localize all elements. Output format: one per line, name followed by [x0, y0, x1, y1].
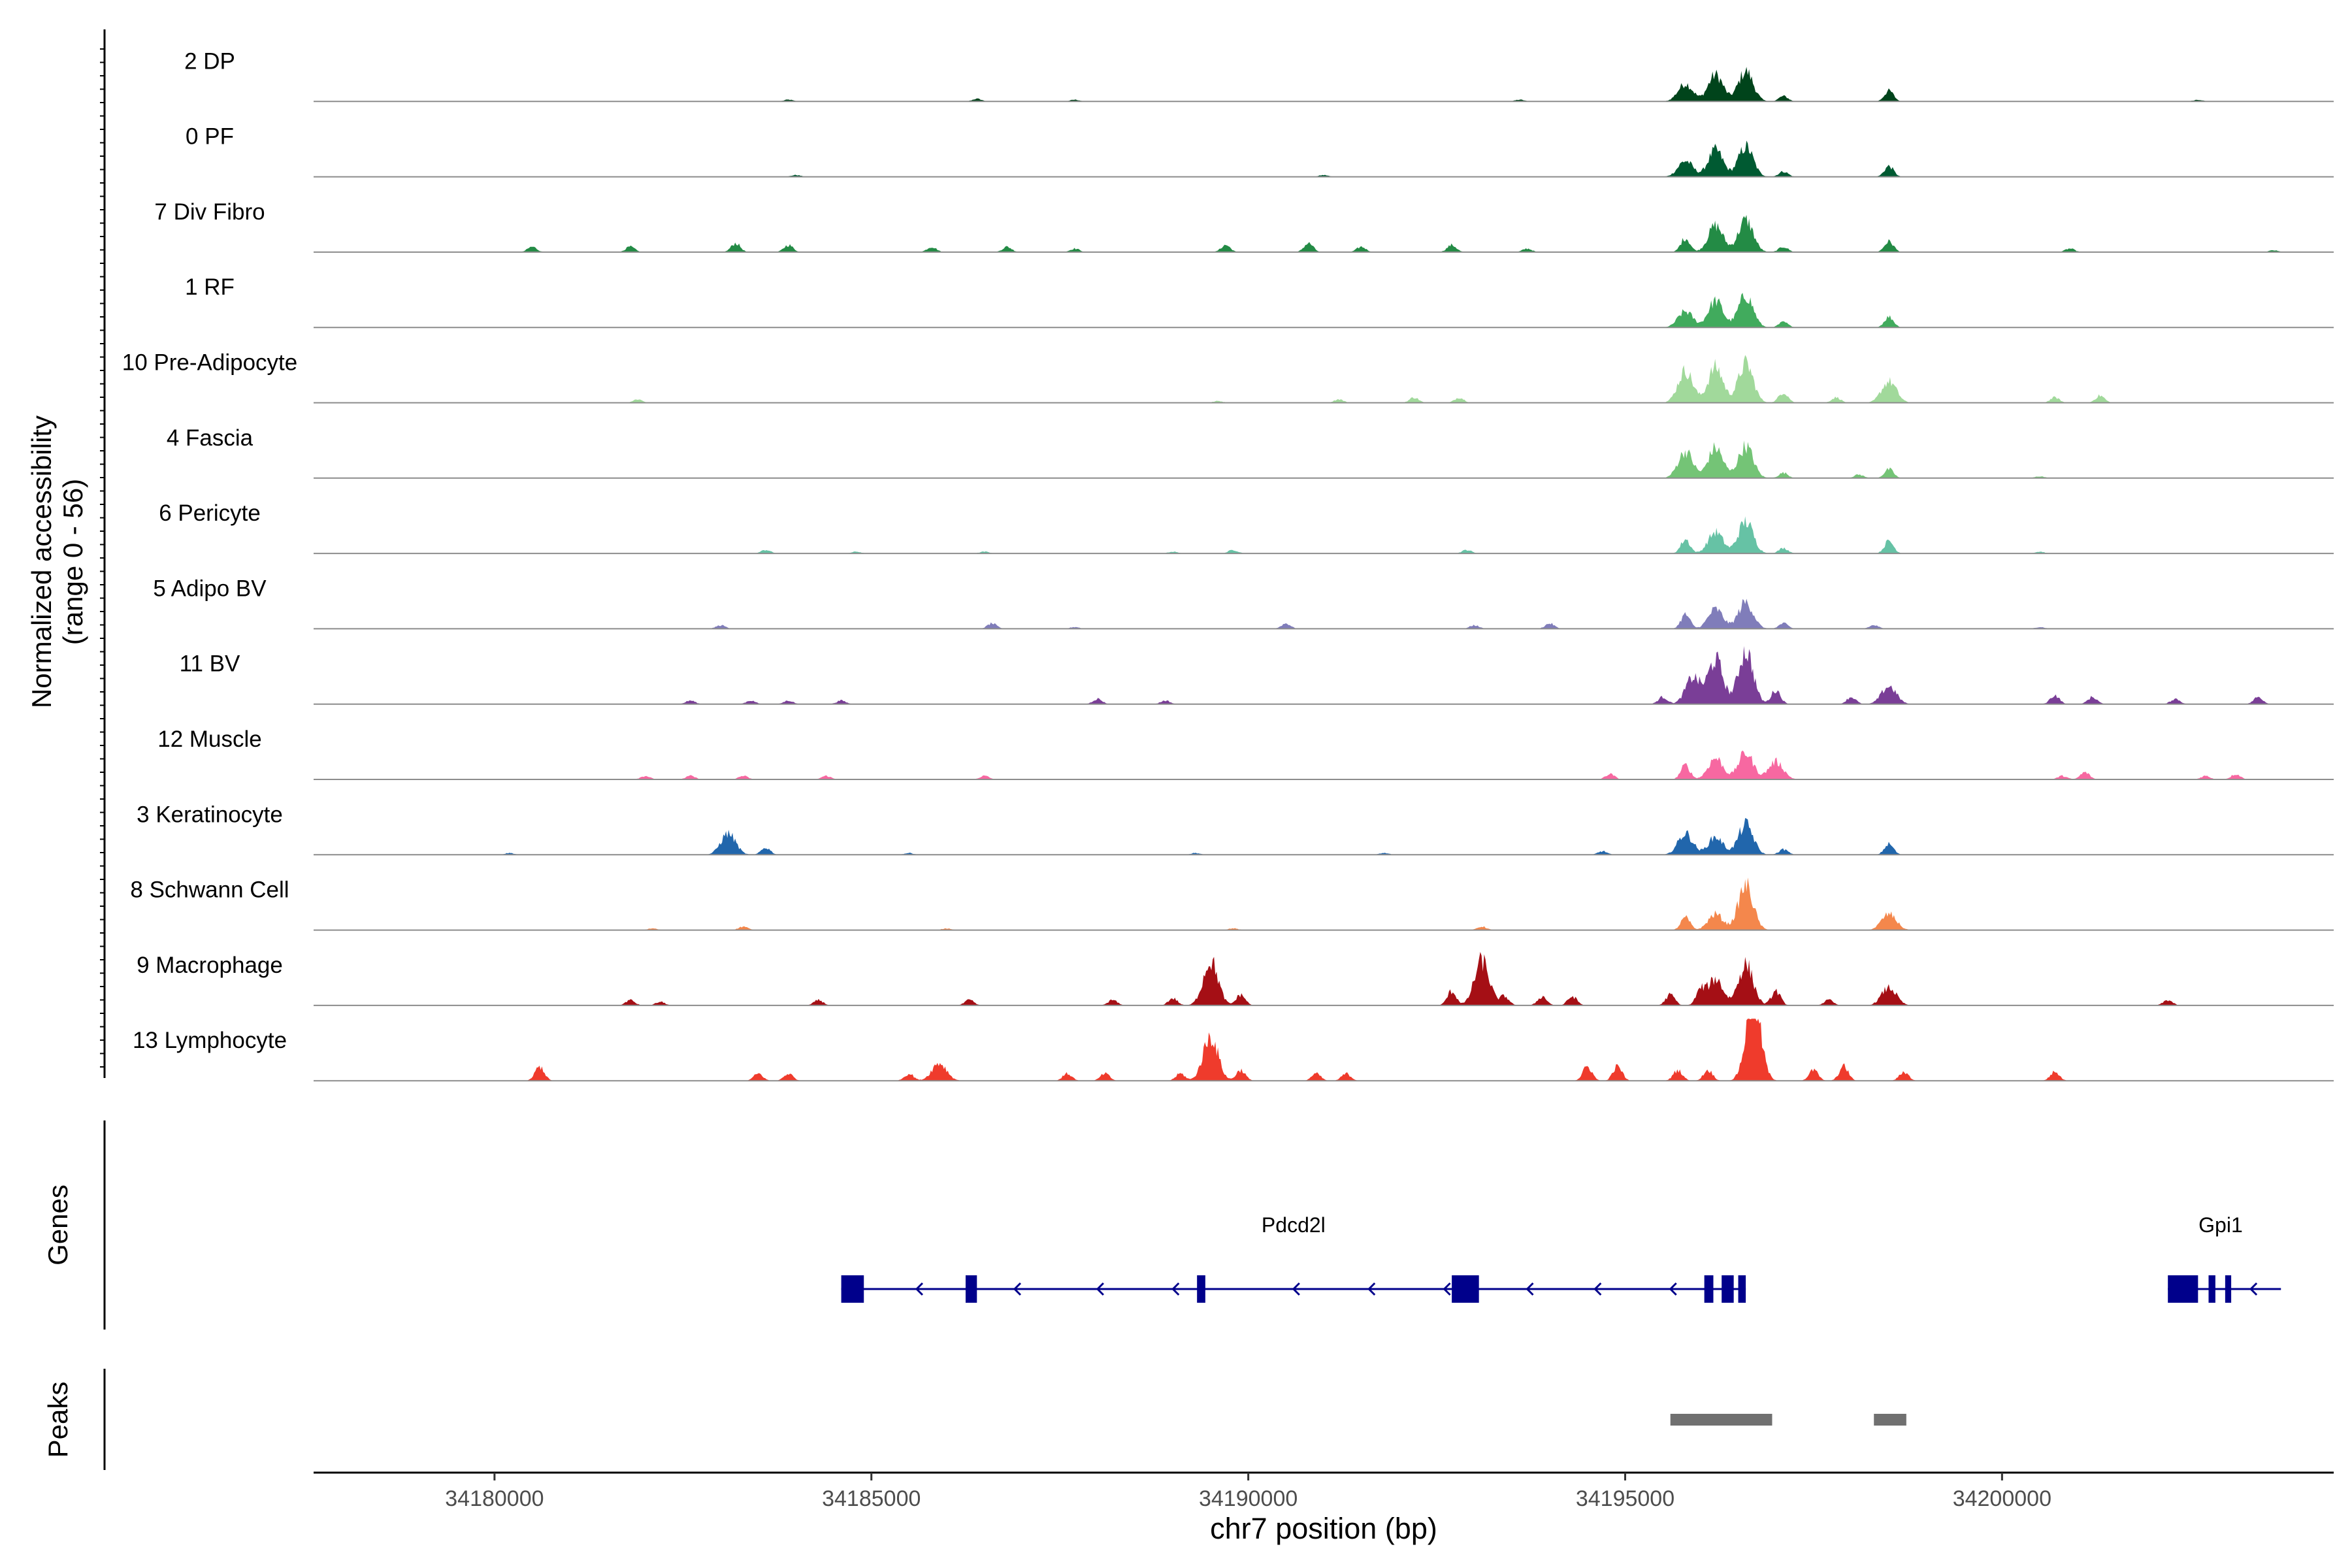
exon — [2168, 1275, 2198, 1303]
track-label: 6 Pericyte — [159, 500, 261, 526]
coverage-area — [314, 750, 2334, 779]
exon — [2208, 1275, 2215, 1303]
y-axis-title-line1: Normalized accessibility — [26, 416, 57, 708]
track-label: 4 Fascia — [167, 425, 253, 451]
track-3: 7 Div Fibro — [154, 199, 2334, 253]
gene-Gpi1: Gpi1 — [2168, 1213, 2281, 1303]
track-label: 3 Keratinocyte — [137, 802, 283, 827]
coverage-area — [314, 598, 2334, 629]
track-2: 0 PF — [186, 124, 2334, 178]
coverage-area — [314, 877, 2334, 930]
coverage-area — [314, 1019, 2334, 1081]
strand-arrow — [1669, 1282, 1677, 1296]
track-label: 1 RF — [185, 274, 235, 300]
y-axis: Normalized accessibility (range 0 - 56) — [26, 29, 106, 1078]
x-tick-label: 34200000 — [1953, 1486, 2051, 1511]
coverage-area — [314, 355, 2334, 403]
strand-arrow — [2249, 1282, 2258, 1296]
track-label: 7 Div Fibro — [154, 199, 265, 225]
exon — [1704, 1275, 1714, 1303]
coverage-area — [314, 215, 2334, 252]
strand-arrow — [1593, 1282, 1602, 1296]
x-tick-label: 34180000 — [445, 1486, 544, 1511]
gene-Pdcd2l: Pdcd2l — [841, 1213, 1746, 1303]
track-14: 13 Lymphocyte — [133, 1019, 2334, 1082]
strand-arrow — [1526, 1282, 1534, 1296]
track-11: 3 Keratinocyte — [137, 802, 2334, 856]
x-axis-title: chr7 position (bp) — [1210, 1512, 1437, 1545]
coverage-area — [314, 818, 2334, 855]
track-label: 11 BV — [180, 651, 240, 677]
track-13: 9 Macrophage — [137, 952, 2334, 1006]
track-7: 6 Pericyte — [159, 500, 2334, 555]
strand-arrow — [1013, 1282, 1022, 1296]
peaks-panel: Peaks — [42, 1369, 1906, 1470]
track-12: 8 Schwann Cell — [130, 877, 2334, 931]
track-label: 10 Pre-Adipocyte — [122, 350, 297, 376]
genes-panel-title: Genes — [42, 1184, 73, 1266]
peak-regions — [1670, 1414, 1906, 1426]
strand-arrow — [915, 1282, 924, 1296]
track-6: 4 Fascia — [167, 425, 2334, 479]
genes-panel: Genes Pdcd2l Gpi1 — [42, 1120, 2281, 1330]
gene-models: Pdcd2l Gpi1 — [841, 1213, 2281, 1303]
coverage-area — [314, 645, 2334, 704]
track-label: 5 Adipo BV — [153, 576, 267, 601]
track-1: 2 DP — [184, 48, 2334, 103]
coverage-area — [314, 516, 2334, 554]
track-label: 13 Lymphocyte — [133, 1028, 287, 1053]
peak-region — [1670, 1414, 1772, 1426]
x-axis-ticks: 34180000 34185000 34190000 34195000 34200000 — [445, 1473, 2051, 1511]
coverage-tracks: 2 DP 0 PF 7 Div Fibro 1 RF 10 Pre-Adipocyte 4… — [122, 48, 2334, 1082]
track-9: 11 BV — [180, 645, 2334, 705]
x-tick-label: 34190000 — [1199, 1486, 1298, 1511]
strand-arrow — [1367, 1282, 1376, 1296]
exon — [965, 1275, 977, 1303]
track-8: 5 Adipo BV — [153, 576, 2334, 630]
exon — [1738, 1275, 1746, 1303]
x-axis: 34180000 34185000 34190000 34195000 34200000… — [314, 1471, 2334, 1545]
strand-arrow — [1443, 1282, 1451, 1296]
y-axis-minor-ticks — [100, 48, 105, 1068]
strand-arrow — [1292, 1282, 1300, 1296]
track-5: 10 Pre-Adipocyte — [122, 350, 2334, 404]
gene-label: Pdcd2l — [1262, 1213, 1326, 1237]
track-label: 9 Macrophage — [137, 953, 283, 978]
y-axis-title-line2: (range 0 - 56) — [57, 479, 88, 645]
coverage-area — [314, 952, 2334, 1005]
track-label: 0 PF — [186, 124, 234, 150]
track-10: 12 Muscle — [157, 727, 2334, 780]
coverage-area — [314, 140, 2334, 177]
x-tick-label: 34195000 — [1576, 1486, 1674, 1511]
exon — [1722, 1275, 1734, 1303]
coverage-area — [314, 67, 2334, 102]
exon — [841, 1275, 864, 1303]
exon — [1452, 1275, 1479, 1303]
x-tick-label: 34185000 — [822, 1486, 921, 1511]
strand-arrow — [1171, 1282, 1180, 1296]
peaks-panel-title: Peaks — [42, 1382, 73, 1458]
exon — [2225, 1275, 2232, 1303]
coverage-area — [314, 440, 2334, 478]
track-label: 8 Schwann Cell — [130, 877, 289, 903]
gene-label: Gpi1 — [2198, 1213, 2243, 1237]
track-4: 1 RF — [185, 274, 2334, 329]
exon — [1197, 1275, 1205, 1303]
strand-arrow — [1096, 1282, 1104, 1296]
track-label: 12 Muscle — [157, 727, 262, 752]
peak-region — [1874, 1414, 1906, 1426]
track-label: 2 DP — [184, 48, 235, 74]
coverage-area — [314, 293, 2334, 328]
